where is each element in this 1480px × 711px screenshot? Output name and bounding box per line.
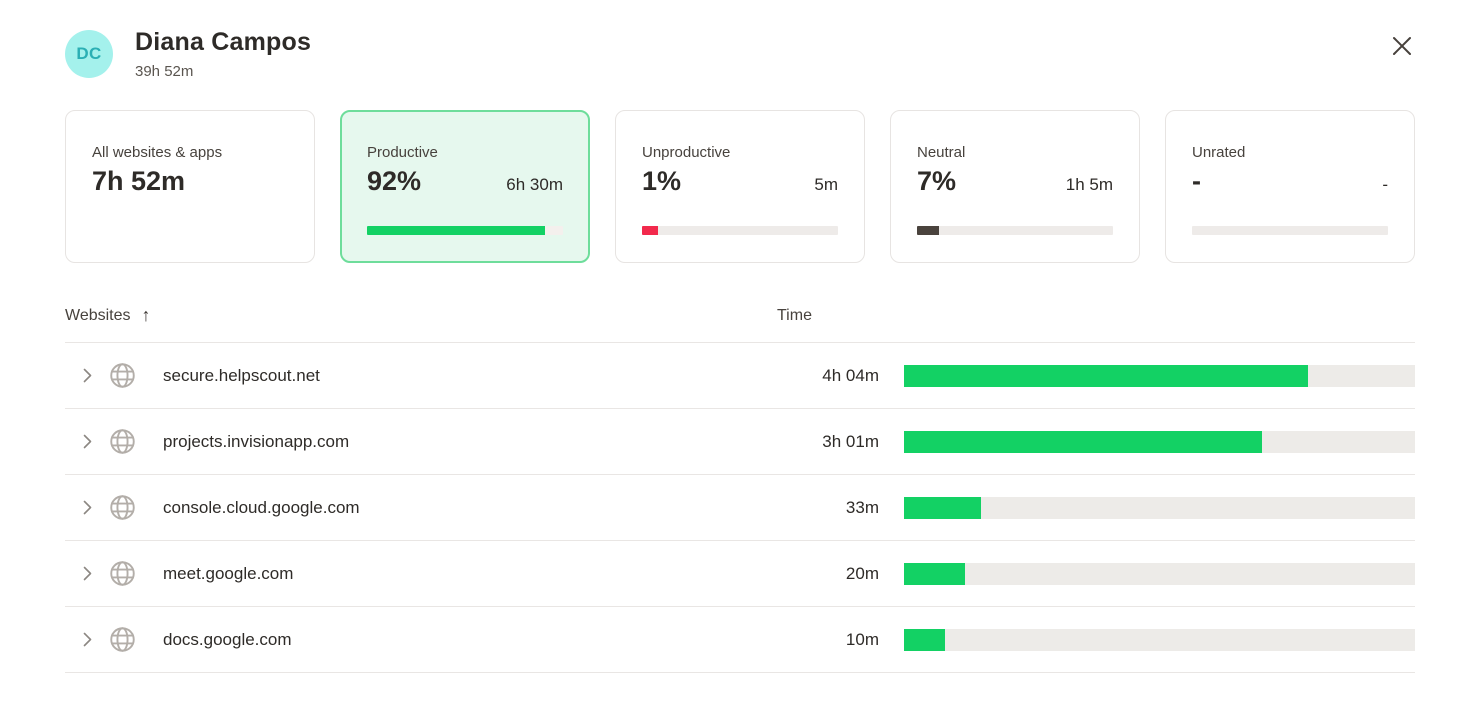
progress-track [917, 226, 1113, 235]
card-label: Unproductive [642, 144, 731, 161]
table-row[interactable]: console.cloud.google.com 33m [65, 475, 1415, 541]
website-time: 10m [845, 629, 879, 649]
progress-track [642, 226, 838, 235]
table-rows: secure.helpscout.net 4h 04m [65, 342, 1415, 673]
time-bar-track [904, 364, 1415, 387]
card-time: 6h 30m [506, 175, 563, 194]
card-label: All websites & apps [92, 144, 223, 161]
globe-icon [110, 561, 135, 586]
card-unrated[interactable]: Unrated - - [1165, 110, 1415, 263]
table-row[interactable]: projects.invisionapp.com 3h 01m [65, 409, 1415, 475]
card-value: 1% [642, 166, 682, 196]
time-bar-track [904, 562, 1415, 585]
globe-icon [110, 495, 135, 520]
time-bar-fill [904, 628, 945, 651]
sort-ascending-icon: ↑ [141, 305, 151, 325]
time-bar-track [904, 430, 1415, 453]
time-bar-fill [904, 364, 1308, 387]
website-name: docs.google.com [163, 629, 292, 649]
time-bar-track [904, 496, 1415, 519]
card-time: - [1382, 175, 1388, 194]
card-value: 92% [367, 166, 422, 196]
card-unproductive[interactable]: Unproductive 1% 5m [615, 110, 865, 263]
avatar: DC [65, 30, 113, 78]
table-row[interactable]: meet.google.com 20m [65, 541, 1415, 607]
website-name: console.cloud.google.com [163, 497, 360, 517]
progress-track [1192, 226, 1388, 235]
chevron-right-icon[interactable] [83, 566, 92, 581]
user-time-report-panel: DC Diana Campos 39h 52m All websites & a… [65, 28, 1418, 673]
website-time: 20m [845, 563, 879, 583]
time-bar-fill [904, 496, 981, 519]
progress-fill [917, 226, 939, 235]
card-value: - [1192, 166, 1201, 196]
table-row[interactable]: docs.google.com 10m [65, 607, 1415, 673]
time-bar-track [904, 628, 1415, 651]
card-time: 1h 5m [1065, 175, 1113, 194]
progress-track [367, 226, 563, 235]
card-all-websites-apps[interactable]: All websites & apps 7h 52m [65, 110, 315, 263]
person-name: Diana Campos [135, 28, 312, 56]
card-label: Productive [367, 144, 438, 161]
close-button[interactable] [1386, 30, 1418, 62]
website-name: secure.helpscout.net [163, 365, 320, 385]
table-header: Websites ↑ Time [65, 305, 1415, 342]
chevron-right-icon[interactable] [83, 632, 92, 647]
card-time: 5m [814, 175, 838, 194]
card-label: Neutral [917, 144, 966, 161]
chevron-right-icon[interactable] [83, 500, 92, 515]
website-time: 33m [845, 497, 879, 517]
total-time: 39h 52m [135, 63, 194, 80]
website-name: meet.google.com [163, 563, 294, 583]
website-time: 3h 01m [822, 431, 879, 451]
progress-fill [642, 226, 658, 235]
table-row[interactable]: secure.helpscout.net 4h 04m [65, 343, 1415, 409]
report-header: DC Diana Campos 39h 52m [65, 28, 1415, 80]
globe-icon [110, 363, 135, 388]
time-bar-fill [904, 430, 1262, 453]
card-productive[interactable]: Productive 92% 6h 30m [340, 110, 590, 263]
globe-icon [110, 627, 135, 652]
globe-icon [110, 429, 135, 454]
chevron-right-icon[interactable] [83, 368, 92, 383]
websites-column-header: Websites [65, 306, 131, 324]
website-time: 4h 04m [822, 365, 879, 385]
close-icon [1393, 37, 1411, 55]
card-value: 7% [917, 166, 957, 196]
time-bar-fill [904, 562, 966, 585]
card-label: Unrated [1192, 144, 1246, 161]
progress-fill [367, 226, 546, 235]
website-name: projects.invisionapp.com [163, 431, 350, 451]
sort-websites-button[interactable]: Websites ↑ [65, 305, 151, 326]
chevron-right-icon[interactable] [83, 434, 92, 449]
card-neutral[interactable]: Neutral 7% 1h 5m [890, 110, 1140, 263]
time-column-header: Time [777, 306, 812, 324]
websites-table: Websites ↑ Time [65, 305, 1415, 673]
card-value: 7h 52m [92, 166, 186, 196]
summary-cards: All websites & apps 7h 52m Productive 92… [65, 110, 1415, 263]
